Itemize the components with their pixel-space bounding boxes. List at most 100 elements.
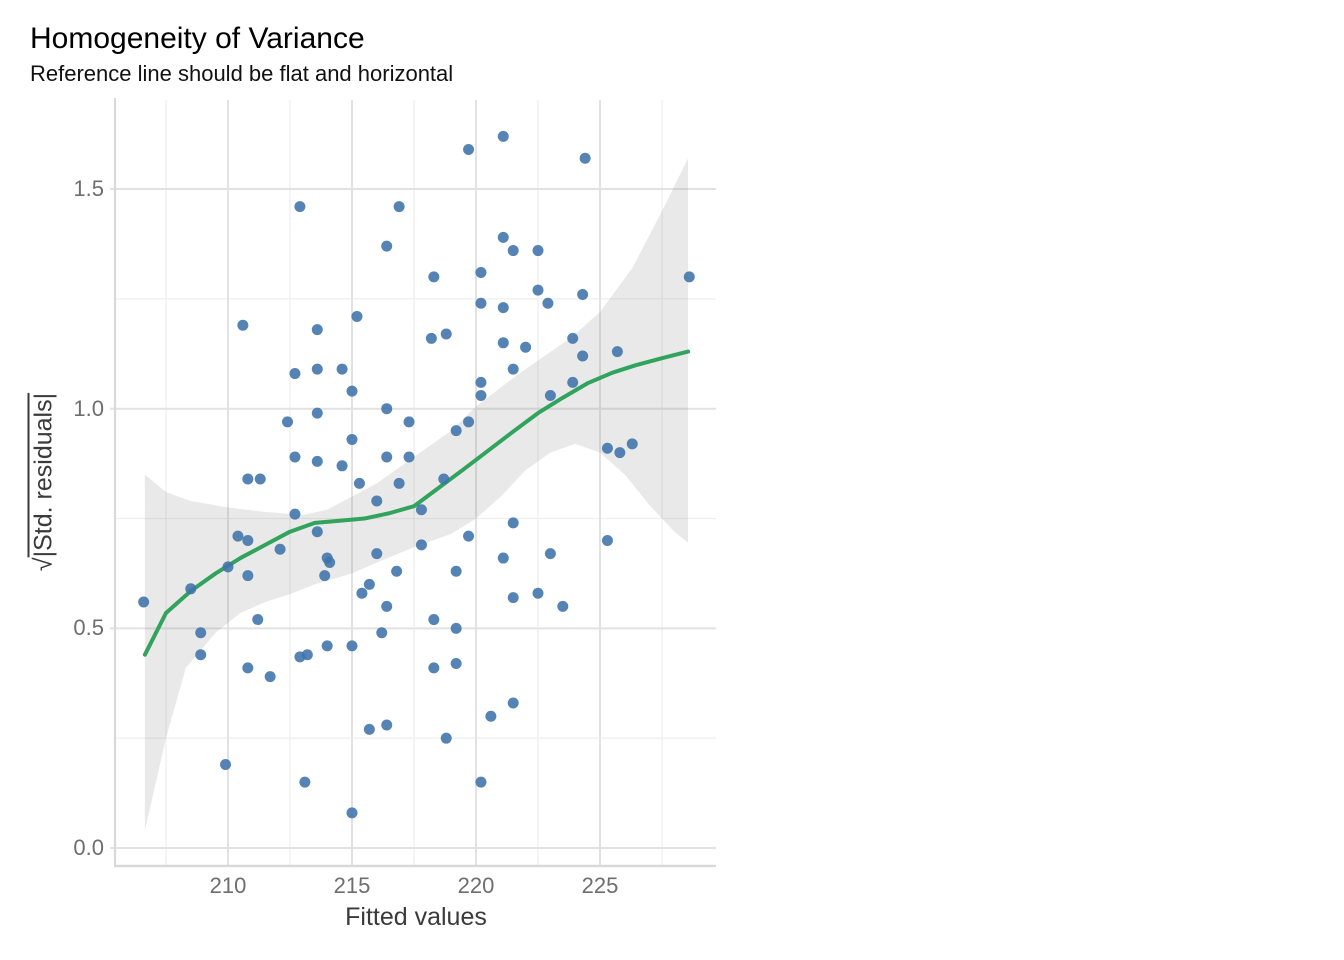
scatter-point [463, 144, 475, 156]
scatter-point [242, 570, 254, 582]
scatter-point [532, 284, 544, 296]
scatter-point [346, 385, 358, 397]
scatter-point [567, 376, 579, 388]
page-title: Homogeneity of Variance [30, 22, 365, 55]
x-tick-label: 225 [581, 873, 619, 898]
scatter-point [497, 130, 509, 142]
scatter-point [544, 390, 556, 402]
scatter-point [282, 416, 294, 428]
scatter-point [138, 596, 150, 608]
scatter-point [242, 662, 254, 674]
scatter-point [353, 477, 365, 489]
scatter-point [393, 201, 405, 213]
scatter-point [497, 302, 509, 314]
scatter-point [195, 627, 207, 639]
scatter-point [294, 201, 306, 213]
scatter-point [475, 390, 487, 402]
y-tick-label: 0.5 [73, 615, 104, 641]
scatter-point [336, 460, 348, 472]
scatter-point [237, 319, 249, 331]
scatter-point [289, 508, 301, 520]
scatter-point [321, 640, 333, 652]
scatter-point [520, 341, 532, 353]
scatter-point [450, 565, 462, 577]
scatter-point [254, 473, 266, 485]
scatter-point [185, 583, 197, 595]
scatter-point [324, 556, 336, 568]
scatter-point [346, 640, 358, 652]
scatter-point [311, 407, 323, 419]
scatter-point [507, 245, 519, 257]
x-tick-label: 210 [209, 873, 247, 898]
scatter-point [274, 543, 286, 555]
y-tick-label: 1.0 [73, 395, 104, 421]
scatter-point [232, 530, 244, 542]
scatter-point [532, 245, 544, 257]
scatter-point [415, 504, 427, 516]
scatter-point [403, 416, 415, 428]
scatter-point [450, 622, 462, 634]
scatter-point [579, 152, 591, 164]
scatter-point [403, 451, 415, 463]
scatter-point [577, 288, 589, 300]
scatter-point [336, 363, 348, 375]
scatter-point [463, 530, 475, 542]
scatter-point [614, 447, 626, 459]
scatter-point [381, 451, 393, 463]
scatter-point [242, 473, 254, 485]
scatter-point [299, 776, 311, 788]
smooth-reference-line [142, 349, 691, 657]
scatter-point [311, 363, 323, 375]
scatter-point [428, 662, 440, 674]
x-axis-title: Fitted values [345, 903, 487, 931]
scatter-point [195, 649, 207, 661]
scatter-point [376, 627, 388, 639]
scatter-point [371, 495, 383, 507]
y-tick-label: 0.0 [73, 834, 104, 860]
scatter-point [475, 776, 487, 788]
scatter-point [311, 526, 323, 538]
scatter-point [450, 657, 462, 669]
x-tick-label: 220 [457, 873, 495, 898]
scatter-point [626, 438, 638, 450]
scatter-point [393, 477, 405, 489]
scatter-point [601, 534, 613, 546]
scatter-point [351, 310, 363, 322]
y-axis-title-text: |Std. residuals| [29, 392, 58, 558]
scatter-point [542, 297, 554, 309]
scatter-point [532, 587, 544, 599]
scatter-point [475, 376, 487, 388]
scatter-point [289, 368, 301, 380]
scatter-point [391, 565, 403, 577]
scatter-point [415, 539, 427, 551]
scatter-point [381, 240, 393, 252]
scatter-point [463, 416, 475, 428]
scatter-point [428, 614, 440, 626]
y-axis-title: √|Std. residuals| [30, 393, 59, 571]
scatter-point [264, 671, 276, 683]
scatter-point [311, 324, 323, 336]
y-tick-label: 1.5 [73, 176, 104, 202]
scatter-point [557, 600, 569, 612]
scatter-point [438, 473, 450, 485]
scatter-point [356, 587, 368, 599]
scatter-point [252, 614, 264, 626]
scatter-point [222, 561, 234, 573]
scatter-point [497, 337, 509, 349]
scatter-point [475, 267, 487, 279]
scatter-point [242, 534, 254, 546]
scatter-point [301, 649, 313, 661]
scatter-point [381, 403, 393, 415]
scatter-point [507, 363, 519, 375]
scatter-point [428, 271, 440, 283]
scatter-point [611, 346, 623, 358]
confidence-band [144, 158, 689, 831]
scatter-point [371, 548, 383, 560]
sqrt-symbol: √ [29, 557, 58, 572]
scatter-point [381, 600, 393, 612]
scatter-point [683, 271, 695, 283]
scatter-point [507, 592, 519, 604]
scatter-point [544, 548, 556, 560]
scatter-point [381, 719, 393, 731]
